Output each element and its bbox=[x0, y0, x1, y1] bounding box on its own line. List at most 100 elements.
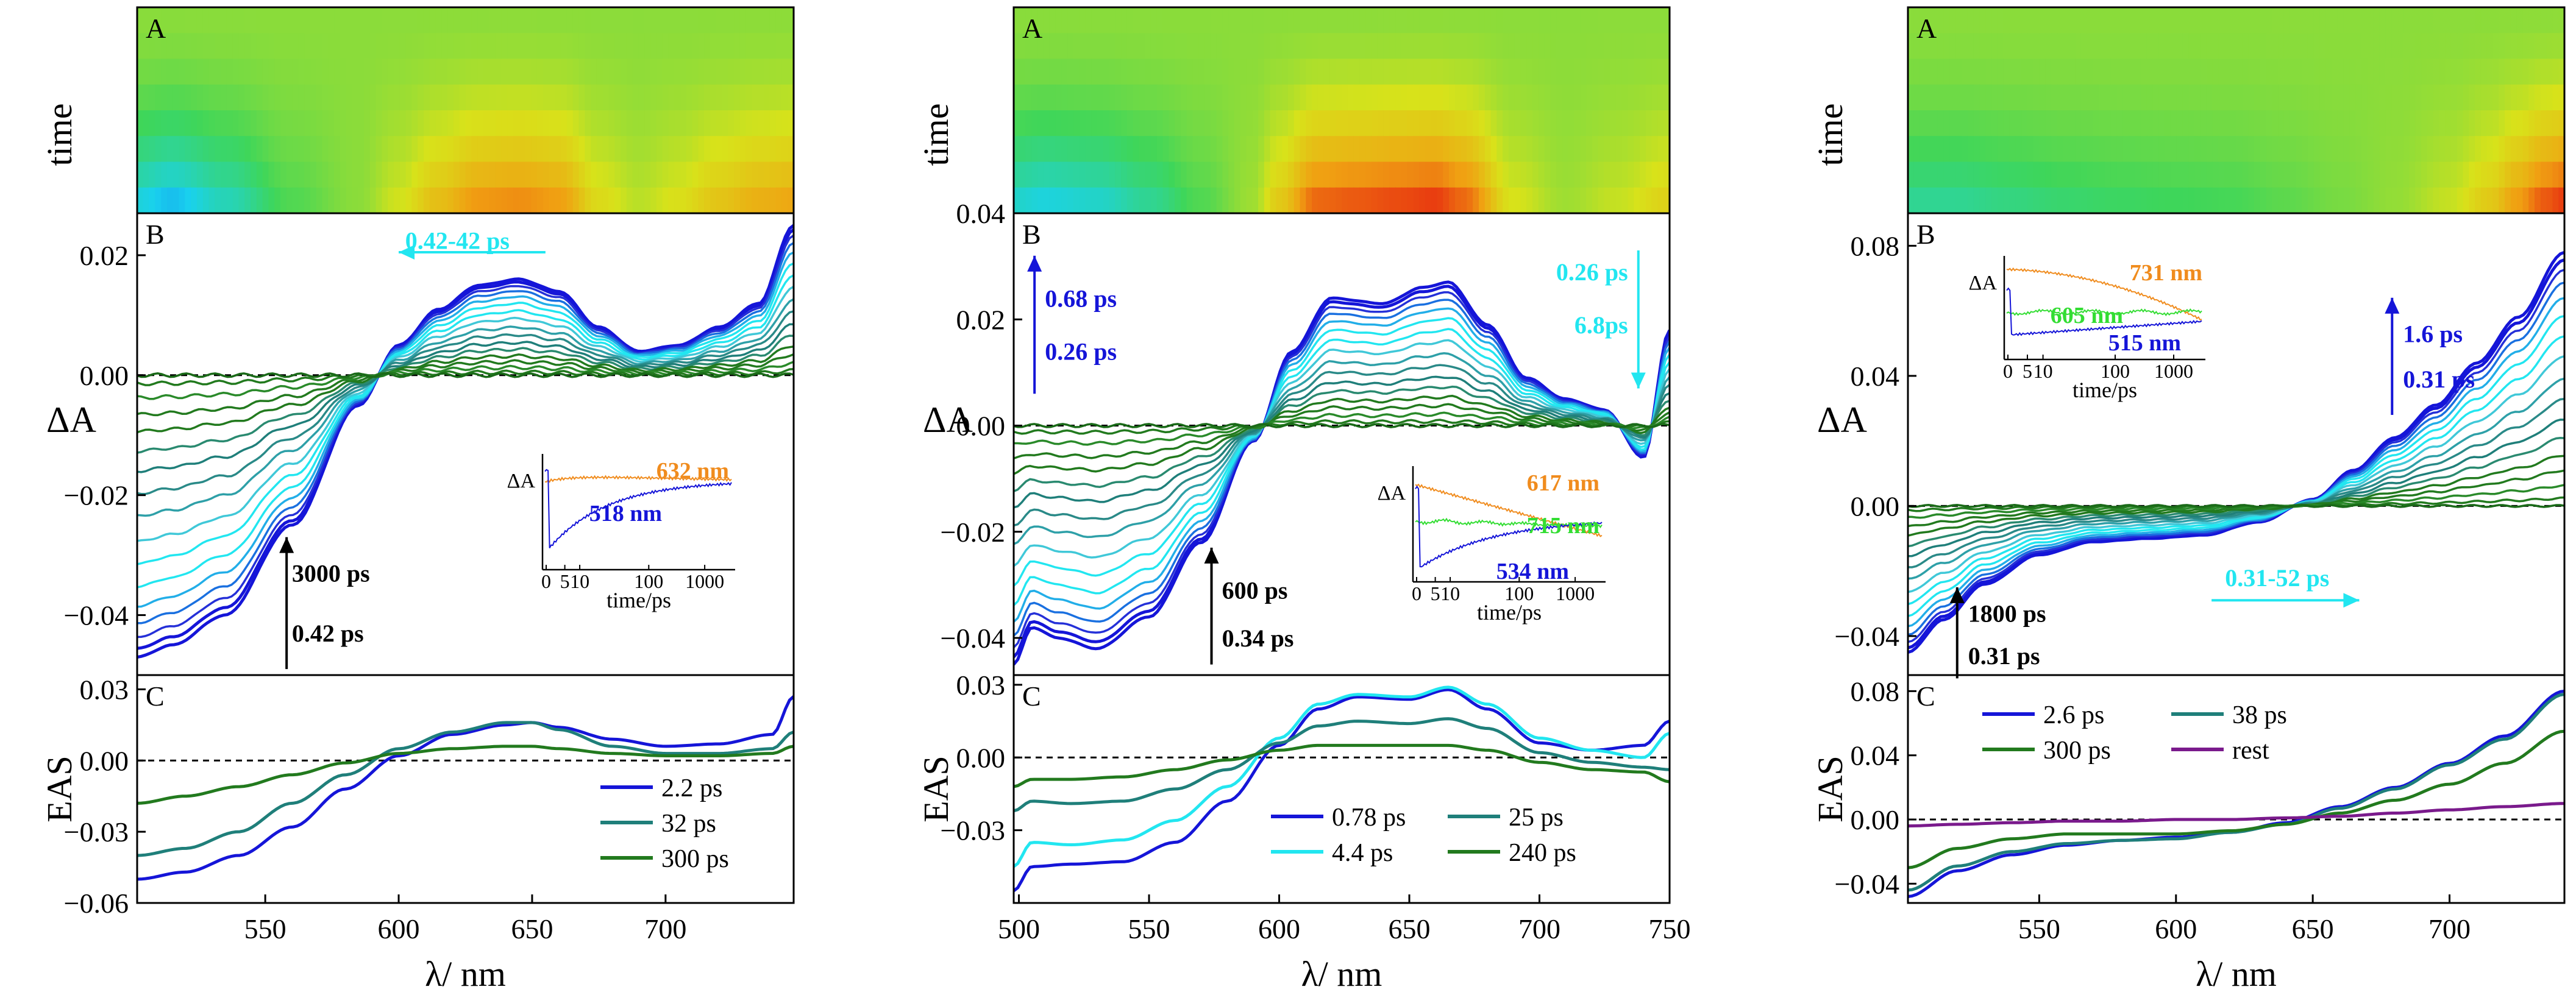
axis-title-x: λ/ nm bbox=[425, 954, 506, 994]
heatmap-cell bbox=[2510, 58, 2517, 85]
heatmap-cell bbox=[1991, 33, 1998, 60]
heatmap-cell bbox=[1610, 187, 1617, 214]
heatmap-cell bbox=[2439, 7, 2446, 34]
heatmap-cell bbox=[2236, 110, 2243, 137]
heatmap-cell bbox=[161, 84, 168, 111]
heatmap-cell bbox=[1317, 161, 1325, 188]
heatmap-cell bbox=[698, 187, 705, 214]
heatmap-cell bbox=[752, 161, 759, 188]
heatmap-cell bbox=[602, 187, 610, 214]
inset-ylabel: ΔA bbox=[1378, 482, 1406, 504]
heatmap-cell bbox=[1991, 161, 1998, 188]
heatmap-cell bbox=[513, 7, 520, 34]
heatmap-cell bbox=[405, 136, 413, 163]
heatmap-cell bbox=[1991, 136, 1998, 163]
heatmap-cell bbox=[2260, 187, 2267, 214]
heatmap-cell bbox=[441, 84, 448, 111]
heatmap-cell bbox=[352, 58, 359, 85]
heatmap-cell bbox=[1937, 58, 1944, 85]
heatmap-cell bbox=[447, 58, 454, 85]
heatmap-cell bbox=[2505, 7, 2511, 34]
heatmap-cell bbox=[2421, 33, 2428, 60]
heatmap-cell bbox=[1586, 33, 1593, 60]
heatmap-cell bbox=[1222, 187, 1229, 214]
heatmap-cell bbox=[1175, 33, 1181, 60]
heatmap-cell bbox=[1216, 33, 1223, 60]
heatmap-cell bbox=[698, 161, 705, 188]
heatmap-cell bbox=[1503, 136, 1509, 163]
heatmap-cell bbox=[1270, 33, 1277, 60]
heatmap-cell bbox=[1621, 7, 1629, 34]
heatmap-cell bbox=[2075, 187, 2082, 214]
heatmap-cell bbox=[745, 187, 753, 214]
heatmap-cell bbox=[483, 7, 490, 34]
heatmap-cell bbox=[1431, 110, 1438, 137]
heatmap-cell bbox=[2039, 136, 2046, 163]
heatmap-cell bbox=[2391, 110, 2398, 137]
heatmap-cell bbox=[1663, 7, 1670, 34]
heatmap-cell bbox=[1276, 136, 1283, 163]
heatmap-cell bbox=[2009, 33, 2016, 60]
heatmap-cell bbox=[555, 7, 561, 34]
heatmap-cell bbox=[495, 161, 502, 188]
heatmap-cell bbox=[268, 58, 275, 85]
heatmap-cell bbox=[1252, 33, 1259, 60]
heatmap-cell bbox=[2349, 136, 2357, 163]
heatmap-cell bbox=[1461, 136, 1468, 163]
heatmap-cell bbox=[1949, 161, 1957, 188]
axis-title-x: λ/ nm bbox=[1301, 954, 1382, 994]
heatmap-cell bbox=[2236, 58, 2243, 85]
heatmap-cell bbox=[501, 58, 508, 85]
heatmap-cell bbox=[1937, 187, 1944, 214]
heatmap-cell bbox=[752, 58, 759, 85]
heatmap-cell bbox=[764, 7, 770, 34]
heatmap-cell bbox=[2343, 110, 2350, 137]
heatmap-cell bbox=[2069, 33, 2076, 60]
heatmap-cell bbox=[202, 7, 210, 34]
heatmap-cell bbox=[1126, 84, 1134, 111]
heatmap-cell bbox=[1025, 58, 1033, 85]
heatmap-cell bbox=[1389, 33, 1396, 60]
heatmap-cell bbox=[1574, 58, 1581, 85]
heatmap-cell bbox=[1156, 110, 1164, 137]
heatmap-cell bbox=[1258, 161, 1265, 188]
heatmap-cell bbox=[2135, 110, 2141, 137]
heatmap-cell bbox=[2450, 7, 2458, 34]
heatmap-cell bbox=[2248, 58, 2255, 85]
eas-series-line bbox=[137, 721, 794, 857]
heatmap-cell bbox=[292, 110, 299, 137]
heatmap-cell bbox=[2009, 187, 2016, 214]
arrow-label: 0.31 ps bbox=[2403, 366, 2475, 393]
axis-title-y: EAS bbox=[916, 756, 956, 823]
heatmap-cell bbox=[1109, 58, 1116, 85]
heatmap-cell bbox=[251, 58, 257, 85]
heatmap-cell bbox=[1663, 110, 1670, 137]
heatmap-cell bbox=[2236, 161, 2243, 188]
heatmap-cell bbox=[1240, 84, 1247, 111]
heatmap-cell bbox=[1628, 187, 1635, 214]
heatmap-cell bbox=[2313, 187, 2321, 214]
heatmap-cell bbox=[310, 136, 317, 163]
heatmap-cell bbox=[1293, 33, 1301, 60]
heatmap-cell bbox=[1073, 161, 1080, 188]
heatmap-cell bbox=[1997, 7, 2004, 34]
heatmap-cell bbox=[1091, 187, 1098, 214]
heatmap-cell bbox=[1544, 7, 1551, 34]
heatmap-cell bbox=[262, 7, 269, 34]
heatmap-cell bbox=[1073, 33, 1080, 60]
heatmap-cell bbox=[1663, 84, 1670, 111]
heatmap-cell bbox=[1425, 161, 1432, 188]
heatmap-cell bbox=[2176, 7, 2183, 34]
heatmap-cell bbox=[501, 84, 508, 111]
heatmap-cell bbox=[1651, 58, 1659, 85]
spectrum-curve bbox=[137, 372, 794, 378]
heatmap-cell bbox=[2457, 187, 2464, 214]
heatmap-cell bbox=[722, 187, 729, 214]
heatmap-cell bbox=[1264, 110, 1271, 137]
heatmap-cell bbox=[1568, 110, 1575, 137]
heatmap-cell bbox=[1091, 33, 1098, 60]
heatmap-cell bbox=[2379, 161, 2386, 188]
heatmap-cell bbox=[1568, 33, 1575, 60]
heatmap-cell bbox=[698, 33, 705, 60]
